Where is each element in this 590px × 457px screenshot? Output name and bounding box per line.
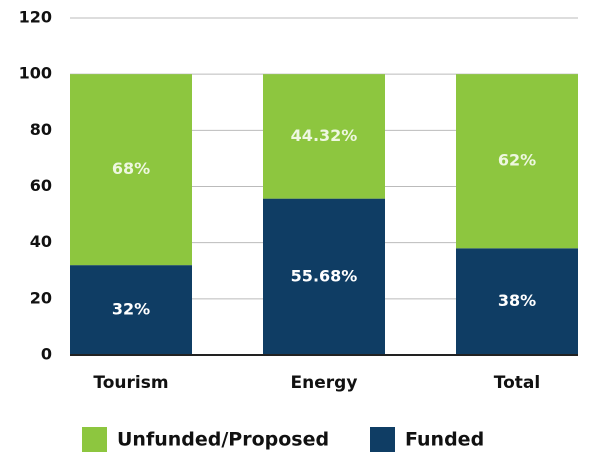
bar-segment (456, 74, 578, 249)
data-label: 55.68% (291, 266, 358, 285)
y-tick-label: 20 (30, 288, 52, 307)
y-tick-label: 120 (19, 8, 52, 27)
data-label: 38% (498, 291, 536, 310)
bar-segment (263, 198, 385, 355)
data-label: 62% (498, 151, 536, 170)
x-tick-label: Tourism (93, 373, 168, 393)
bar-segment (70, 265, 192, 355)
bar-segment (70, 74, 192, 266)
y-tick-label: 100 (19, 64, 52, 83)
bar-segment (456, 248, 578, 355)
x-tick-label: Total (494, 373, 540, 393)
y-tick-label: 60 (30, 176, 52, 195)
y-tick-label: 0 (41, 345, 52, 364)
bar-segment (263, 74, 385, 199)
data-label: 44.32% (291, 126, 358, 145)
legend-label: Funded (405, 429, 484, 451)
x-tick-label: Energy (291, 373, 358, 393)
legend-swatch (82, 427, 107, 452)
data-label: 32% (112, 300, 150, 319)
legend-swatch (370, 427, 395, 452)
data-label: 68% (112, 159, 150, 178)
y-tick-label: 80 (30, 120, 52, 139)
y-tick-label: 40 (30, 232, 52, 251)
legend-label: Unfunded/Proposed (117, 429, 329, 451)
